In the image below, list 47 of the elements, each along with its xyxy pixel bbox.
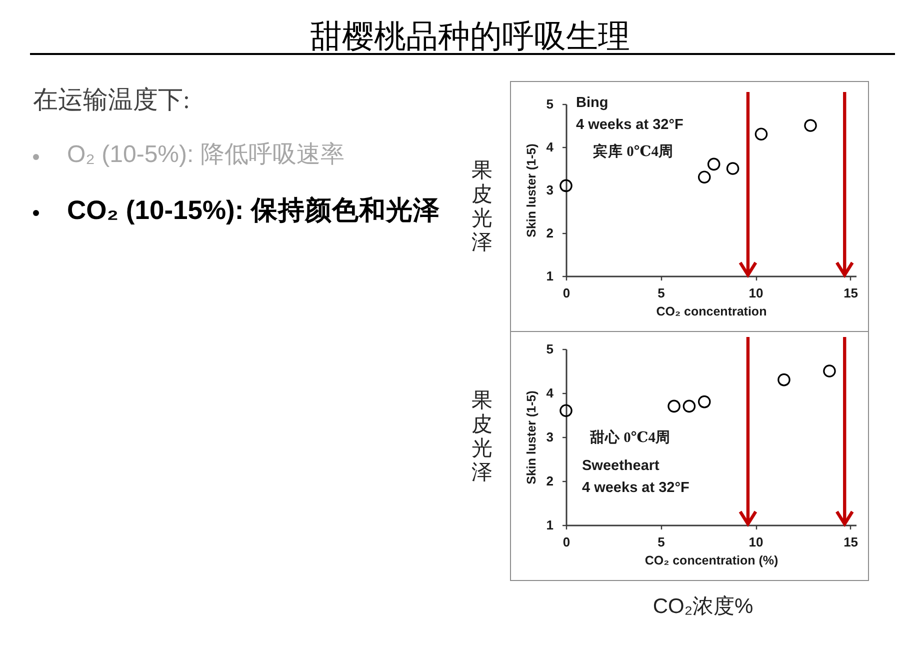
text: CO₂ (10-15%): 保持颜色和光泽 bbox=[67, 195, 440, 226]
y-tick-label: 2 bbox=[546, 474, 554, 488]
point bbox=[560, 404, 572, 417]
y-tick-label: 5 bbox=[546, 96, 554, 112]
point bbox=[804, 119, 817, 132]
point bbox=[698, 170, 711, 184]
annotation: 4 weeks at 32°F bbox=[576, 117, 684, 133]
x-tick-label: 0 bbox=[562, 286, 570, 300]
text: O₂ (10-5%): 降低呼吸速率 bbox=[67, 141, 344, 169]
y-tick-label: 4 bbox=[546, 386, 554, 400]
x-axis-title: CO₂ concentration (%) bbox=[644, 554, 778, 568]
text: 果皮光泽 bbox=[471, 388, 493, 485]
x-tick-label: 5 bbox=[658, 286, 665, 300]
x-tick-label: 0 bbox=[562, 534, 570, 550]
y-tick-label: 3 bbox=[546, 430, 554, 444]
y-axis-title: Skin luster (1-5) bbox=[524, 390, 538, 484]
annotation: 4 weeks at 32°F bbox=[582, 480, 690, 496]
point bbox=[682, 400, 696, 413]
y-tick-label: 4 bbox=[546, 140, 554, 154]
annotation: Bing bbox=[576, 95, 608, 111]
text: 在运输温度下: bbox=[33, 87, 190, 116]
x-axis-title: CO₂ concentration bbox=[656, 304, 767, 318]
x-tick-label: 15 bbox=[844, 286, 858, 300]
x-tick-label: 10 bbox=[748, 286, 764, 300]
y-axis-title: Skin luster (1-5) bbox=[524, 144, 538, 238]
point bbox=[778, 373, 790, 386]
point bbox=[698, 395, 711, 408]
y-tick-label: 1 bbox=[546, 268, 554, 284]
point bbox=[823, 364, 836, 378]
text: 甜樱桃品种的呼吸生理 bbox=[310, 18, 630, 55]
y-tick-label: 2 bbox=[546, 226, 554, 240]
annotation: Sweetheart bbox=[582, 458, 660, 474]
text: CO₂浓度% bbox=[652, 595, 754, 620]
y-tick-label: 5 bbox=[546, 342, 554, 356]
annotation: 宾库 0℃4周 bbox=[592, 142, 674, 160]
text: 果皮光泽 bbox=[471, 158, 493, 255]
x-tick-label: 10 bbox=[748, 534, 764, 550]
annotation: 甜心 0℃4周 bbox=[589, 428, 670, 446]
point bbox=[668, 400, 680, 413]
point bbox=[754, 128, 768, 140]
x-tick-label: 5 bbox=[658, 534, 665, 550]
y-tick-label: 3 bbox=[546, 182, 554, 198]
x-tick-label: 15 bbox=[844, 534, 858, 550]
point bbox=[560, 179, 572, 192]
point bbox=[707, 158, 720, 171]
point bbox=[726, 162, 740, 175]
y-tick-label: 1 bbox=[546, 518, 554, 532]
